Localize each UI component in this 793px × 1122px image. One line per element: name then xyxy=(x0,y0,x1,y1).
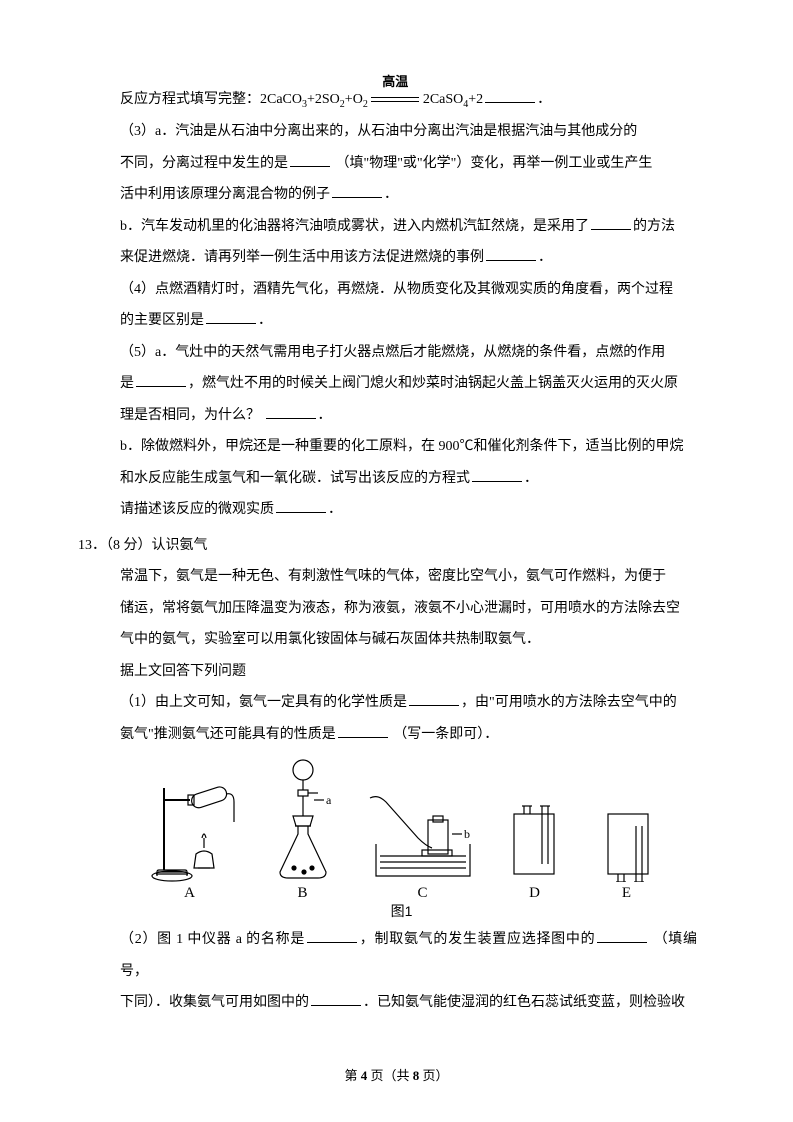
blank-13-1b xyxy=(338,723,388,738)
blank-5a-1 xyxy=(136,372,186,387)
p5a-line1: （5）a．气灶中的天然气需用电子打火器点燃后才能燃烧，从燃烧的条件看，点燃的作用 xyxy=(78,337,697,369)
blank-13-1a xyxy=(409,691,459,706)
q13-p2: 储运，常将氨气加压降温变为液态，称为液氨，液氨不小心泄漏时，可用喷水的方法除去空 xyxy=(78,593,697,625)
page-footer: 第 4 页（共 8 页） xyxy=(0,1069,793,1082)
figure-1: A xyxy=(78,756,697,920)
label-d: D xyxy=(529,886,540,901)
p3b-line2: 来促进燃烧．请再列举一例生活中用该方法促进燃烧的事例． xyxy=(78,242,697,274)
blank-5a-2 xyxy=(266,404,316,419)
condition-label: 高温 xyxy=(371,67,419,96)
letter-a: a xyxy=(326,793,332,807)
blank-13-2a xyxy=(307,928,357,943)
label-c: C xyxy=(417,886,427,901)
apparatus-e-icon xyxy=(592,800,662,882)
p5b-line2: 和水反应能生成氢气和一氧化碳．试写出该反应的方程式． xyxy=(78,463,697,495)
apparatus-a: A xyxy=(142,772,238,901)
blank-4 xyxy=(206,309,256,324)
label-e: E xyxy=(622,886,631,901)
p5b-line1: b．除做燃料外，甲烷还是一种重要的化工原料，在 900℃和催化剂条件下，适当比例… xyxy=(78,431,697,463)
q13-heading: 13．（8 分）认识氨气 xyxy=(78,530,697,562)
q13-1-line2: 氨气"推测氨气还可能具有的性质是 （写一条即可）． xyxy=(78,719,697,751)
reaction-arrow: 高温 xyxy=(371,84,419,116)
q13-p3: 气中的氨气，实验室可以用氯化铵固体与碱石灰固体共热制取氨气． xyxy=(78,624,697,656)
blank-5b-2 xyxy=(276,498,326,513)
p3b-line1: b．汽车发动机里的化油器将汽油喷成雾状，进入内燃机汽缸然烧，是采用了的方法 xyxy=(78,211,697,243)
apparatus-b-icon: a xyxy=(260,756,346,882)
page: 反应方程式填写完整：2CaCO3+2SO2+O2 高温 2CaSO4+2． （3… xyxy=(0,0,793,1122)
p5a-line3: 理是否相同，为什么？ ． xyxy=(78,400,697,432)
q13-p4: 据上文回答下列问题 xyxy=(78,656,697,688)
equation-line: 反应方程式填写完整：2CaCO3+2SO2+O2 高温 2CaSO4+2． xyxy=(78,84,697,116)
p4-line2: 的主要区别是． xyxy=(78,305,697,337)
blank-13-2b xyxy=(597,928,647,943)
blank-3a-1 xyxy=(290,152,330,167)
letter-b: b xyxy=(464,827,470,841)
apparatus-d: D xyxy=(500,800,570,901)
blank-3b-2 xyxy=(486,246,536,261)
blank-13-2c xyxy=(311,991,361,1006)
eq-line-icon xyxy=(371,97,419,102)
p5b-line3: 请描述该反应的微观实质． xyxy=(78,494,697,526)
p4-line1: （4）点燃酒精灯时，酒精先气化，再燃烧．从物质变化及其微观实质的角度看，两个过程 xyxy=(78,274,697,306)
label-a: A xyxy=(184,886,195,901)
blank-3b-1 xyxy=(591,215,631,230)
q13-2-line2: 下同）．收集氨气可用如图中的．已知氨气能使湿润的红色石蕊试纸变蓝，则检验收 xyxy=(78,987,697,1019)
p3a-line3: 活中利用该原理分离混合物的例子． xyxy=(78,179,697,211)
q13-2-line1: （2）图 1 中仪器 a 的名称是，制取氨气的发生装置应选择图中的 （填编号， xyxy=(78,924,697,987)
apparatus-c: b C xyxy=(368,790,478,901)
apparatus-a-icon xyxy=(142,772,238,882)
q13-1-line1: （1）由上文可知，氨气一定具有的化学性质是，由"可用喷水的方法除去空气中的 xyxy=(78,687,697,719)
apparatus-c-icon: b xyxy=(368,790,478,882)
p3a-line1: （3）a．汽油是从石油中分离出来的，从石油中分离出汽油是根据汽油与其他成分的 xyxy=(78,116,697,148)
blank-3a-2 xyxy=(332,183,382,198)
label-b: B xyxy=(297,886,307,901)
apparatus-b: a B xyxy=(260,756,346,901)
figure-caption: 图1 xyxy=(142,903,662,920)
q13-p1: 常温下，氨气是一种无色、有刺激性气味的气体，密度比空气小，氨气可作燃料，为便于 xyxy=(78,561,697,593)
blank-5b-1 xyxy=(472,467,522,482)
apparatus-d-icon xyxy=(500,800,570,882)
figure-row: A xyxy=(142,756,662,901)
p5a-line2: 是，燃气灶不用的时候关上阀门熄火和炒菜时油锅起火盖上锅盖灭火运用的灭火原 xyxy=(78,368,697,400)
apparatus-e: E xyxy=(592,800,662,901)
blank-product xyxy=(485,88,535,103)
eq-prefix: 反应方程式填写完整：2CaCO xyxy=(120,92,302,107)
p3a-line2: 不同，分离过程中发生的是 （填"物理"或"化学"）变化，再举一例工业或生产生 xyxy=(78,148,697,180)
